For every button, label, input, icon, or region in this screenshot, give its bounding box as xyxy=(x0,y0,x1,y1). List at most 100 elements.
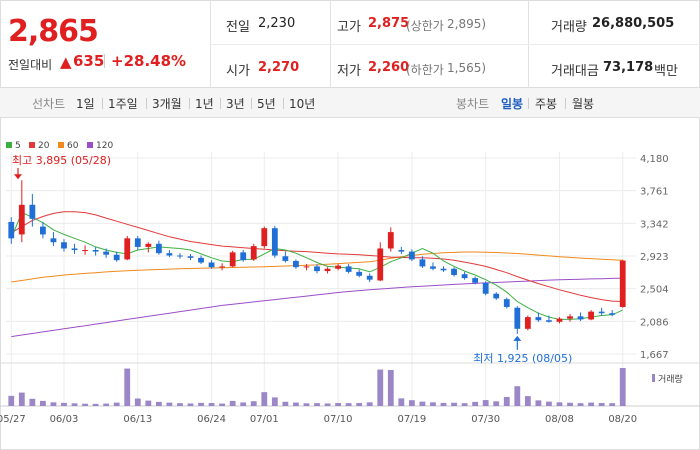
volume-legend-swatch xyxy=(652,374,655,382)
candle-body xyxy=(577,316,584,320)
prev-close-label: 전일 xyxy=(226,20,250,35)
volume-bar xyxy=(29,398,36,406)
volume-bar xyxy=(345,403,352,406)
tab-divider xyxy=(565,98,566,109)
upper-limit-value: 2,895) xyxy=(447,17,487,31)
volume-bar xyxy=(335,403,341,406)
candle-body xyxy=(440,268,447,271)
up-triangle-icon: ▲ xyxy=(60,53,72,71)
volume-bar xyxy=(598,403,605,406)
candle-body xyxy=(366,275,373,280)
volume-bar xyxy=(282,401,289,406)
volume-bar xyxy=(461,403,468,406)
candle-body xyxy=(166,253,173,256)
candle-body xyxy=(208,262,215,268)
tab-divider xyxy=(251,98,252,109)
volume-bar xyxy=(293,402,299,406)
tab-monthly[interactable]: 월봉 xyxy=(572,97,595,111)
volume-bar xyxy=(229,400,236,406)
volume-bar xyxy=(356,403,363,406)
candle-body xyxy=(61,242,67,249)
volume-bar xyxy=(71,403,78,406)
legend-swatch xyxy=(87,142,93,148)
x-tick-label: 07/01 xyxy=(250,414,279,425)
volume-bar xyxy=(50,402,57,406)
amount-label: 거래대금 xyxy=(551,64,599,79)
candle-body xyxy=(408,251,415,260)
candle-body xyxy=(155,243,162,254)
y-tick-label: 2,086 xyxy=(640,317,669,328)
volume-bar xyxy=(482,400,489,406)
volume-bar xyxy=(187,403,194,406)
volume-bar xyxy=(619,368,626,406)
volume-bar xyxy=(39,400,46,406)
x-tick-label: 08/20 xyxy=(608,414,637,425)
volume-bar xyxy=(240,402,247,406)
tab-divider xyxy=(283,98,284,109)
candle-body xyxy=(250,246,257,260)
tab-3y[interactable]: 3년 xyxy=(226,97,245,111)
volume-bar xyxy=(387,369,394,406)
candle-body xyxy=(535,317,542,321)
candle-body xyxy=(198,257,204,263)
tab-1y[interactable]: 1년 xyxy=(195,97,214,111)
tab-5y[interactable]: 5년 xyxy=(257,97,276,111)
volume-bar xyxy=(324,403,331,406)
candle-body xyxy=(324,268,331,272)
volume-bar xyxy=(577,403,584,406)
legend-swatch xyxy=(6,142,12,148)
volume-bar xyxy=(271,397,278,406)
candle-body xyxy=(514,307,521,329)
ma5-line xyxy=(10,211,623,320)
candle-body xyxy=(419,259,426,267)
candle-body xyxy=(177,255,183,257)
candle-body xyxy=(387,232,394,249)
tab-divider xyxy=(102,98,103,109)
candle-body xyxy=(377,248,384,281)
volume-bar xyxy=(61,402,67,406)
candlestick-chart: 4,180 3,761 3,342 2,923 2,504 2,086 1,667 05/27… xyxy=(0,141,700,425)
volume-bar xyxy=(82,403,88,406)
candle-body xyxy=(482,282,489,294)
tab-1w[interactable]: 1주일 xyxy=(108,97,138,111)
candle-body xyxy=(82,250,88,252)
candle-body xyxy=(314,266,320,272)
x-tick-label: 06/03 xyxy=(50,414,79,425)
period-tab-bar: 선차트 1일 1주일 3개월 1년 3년 5년 10년 봉차트 일봉 주봉 월봉 xyxy=(0,88,700,118)
volume-bar xyxy=(219,403,226,406)
y-tick-label: 2,504 xyxy=(640,285,669,296)
high-value: 2,875 xyxy=(368,16,410,31)
tab-weekly[interactable]: 주봉 xyxy=(535,97,558,111)
header-row-divider xyxy=(210,44,700,45)
volume-bar xyxy=(177,403,183,406)
candle-body xyxy=(124,238,131,260)
volume-bar xyxy=(208,403,215,406)
tab-daily[interactable]: 일봉 xyxy=(501,97,524,111)
candle-body xyxy=(598,311,605,314)
y-tick-label: 3,761 xyxy=(640,187,669,198)
candle-chart-title: 봉차트 xyxy=(456,97,490,111)
candle-body xyxy=(29,204,36,219)
ma120-line xyxy=(11,277,623,338)
volume-bar xyxy=(419,401,426,406)
candle-body xyxy=(18,204,25,235)
low-annotation: 최저 1,925 (08/05) xyxy=(473,352,572,365)
tab-1d[interactable]: 1일 xyxy=(76,97,95,111)
candle-body xyxy=(609,313,616,315)
y-tick-label: 3,342 xyxy=(640,219,669,230)
amount-unit: 백만 xyxy=(654,64,678,79)
tab-3m[interactable]: 3개월 xyxy=(152,97,182,111)
ma20-line xyxy=(11,211,623,302)
candle-body xyxy=(451,268,457,275)
candle-body xyxy=(472,278,479,283)
change-divider xyxy=(104,54,105,68)
tab-10y[interactable]: 10년 xyxy=(289,97,316,111)
high-annotation: 최고 3,895 (05/28) xyxy=(12,154,111,167)
legend-swatch xyxy=(58,142,64,148)
volume-bar xyxy=(493,401,500,406)
candle-body xyxy=(430,266,436,269)
candle-body xyxy=(335,265,341,269)
volume-bar xyxy=(430,402,436,406)
x-tick-label: 08/08 xyxy=(545,414,574,425)
lower-limit-label: (하한가 xyxy=(406,63,444,77)
